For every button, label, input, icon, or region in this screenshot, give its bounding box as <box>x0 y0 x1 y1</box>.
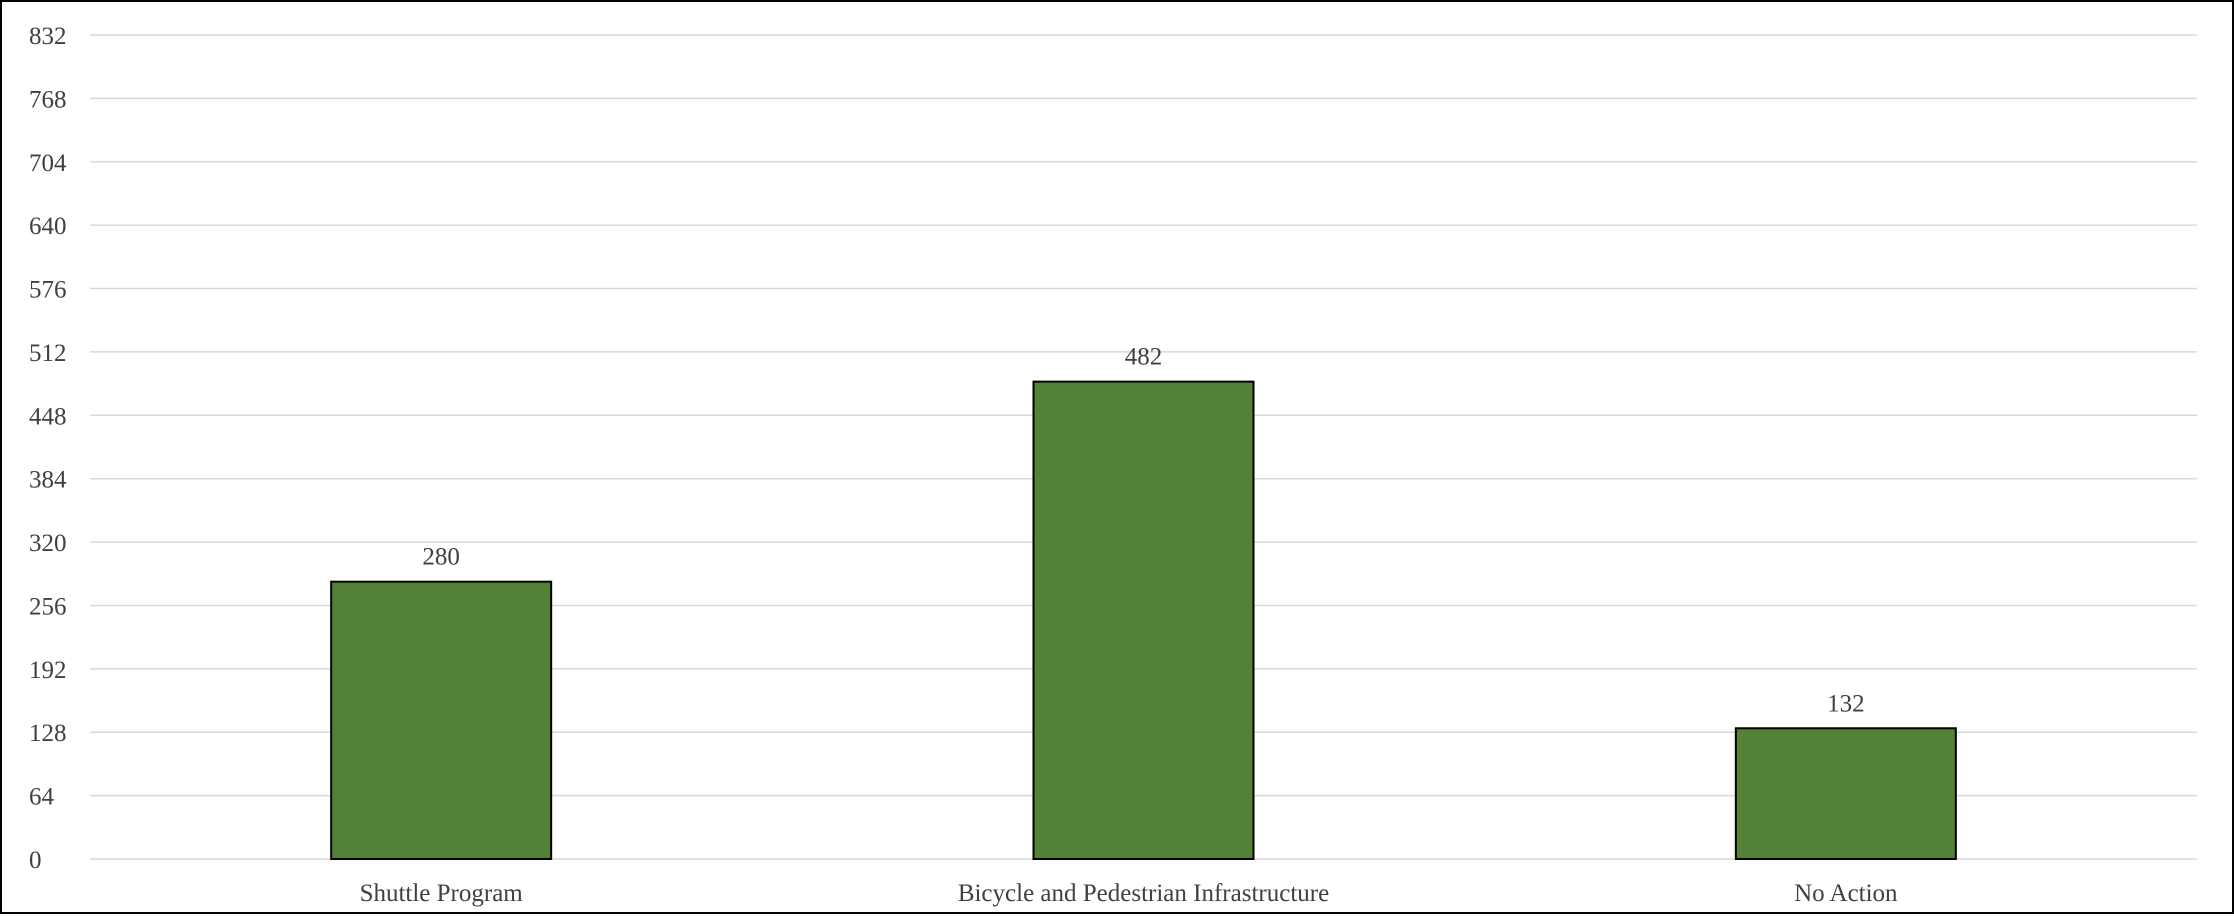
y-tick-label: 640 <box>29 213 67 240</box>
y-tick-label: 384 <box>29 467 67 494</box>
bar-shuttle-program <box>330 580 553 860</box>
y-tick-label: 576 <box>29 277 67 304</box>
data-label: 482 <box>1125 344 1163 371</box>
data-label: 132 <box>1827 690 1865 717</box>
x-category-label: No Action <box>1794 880 1898 907</box>
y-tick-label: 0 <box>29 847 42 874</box>
y-tick-label: 704 <box>29 150 67 177</box>
y-tick-label: 64 <box>29 784 55 811</box>
y-tick-label: 832 <box>29 23 67 50</box>
y-tick-label: 320 <box>29 530 67 557</box>
bars <box>330 380 1957 860</box>
data-label: 280 <box>422 544 460 571</box>
y-tick-label: 448 <box>29 403 67 430</box>
x-category-label: Bicycle and Pedestrian Infrastructure <box>958 880 1329 907</box>
y-axis-ticks: 0 64 128 192 256 320 384 448 512 576 640 704 768 832 <box>29 23 67 874</box>
y-tick-label: 512 <box>29 340 67 367</box>
bar-no-action <box>1734 727 1957 860</box>
x-category-label: Shuttle Program <box>360 880 524 907</box>
data-labels: 280 482 132 <box>422 344 1864 718</box>
bar-bicycle-and-pedestrian-infrastructure <box>1032 380 1255 860</box>
y-tick-label: 256 <box>29 593 67 620</box>
y-tick-label: 128 <box>29 720 67 747</box>
y-tick-label: 768 <box>29 86 67 113</box>
y-tick-label: 192 <box>29 657 67 684</box>
x-axis-categories: Shuttle Program Bicycle and Pedestrian In… <box>360 880 1898 907</box>
